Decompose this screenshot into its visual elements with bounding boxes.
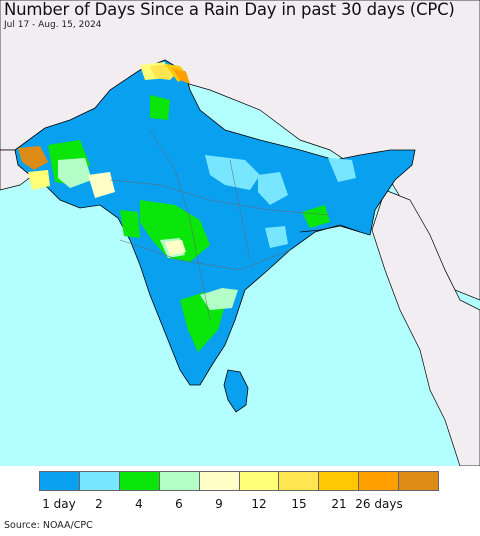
patch-4day-a — [140, 200, 210, 262]
patch-6day-a — [200, 288, 238, 310]
legend-swatch — [198, 472, 239, 490]
legend-tick-label: 26 days — [355, 497, 403, 511]
patch-9day-a — [88, 172, 115, 198]
admin-boundaries — [109, 129, 331, 321]
legend-swatch — [238, 472, 279, 490]
legend-swatch — [118, 472, 159, 490]
patch-4day-c — [302, 205, 330, 228]
coastline-accent — [299, 225, 361, 233]
legend-colorbar — [39, 471, 439, 491]
legend-swatch — [40, 472, 79, 490]
patch-26day — [172, 68, 190, 84]
map-title: Number of Days Since a Rain Day in past … — [4, 0, 455, 19]
source-credit: Source: NOAA/CPC — [4, 520, 93, 531]
patch-12day-a — [28, 170, 50, 190]
legend-ticks: 1 day 2 4 6 9 12 15 21 26 days — [0, 497, 480, 513]
map-svg — [0, 0, 480, 466]
map-panel — [0, 0, 480, 466]
patch-9day-b — [165, 240, 186, 256]
legend-tick-label: 2 — [95, 497, 103, 511]
legend-tick-label: 6 — [175, 497, 183, 511]
legend-swatch — [358, 472, 399, 490]
legend-tick-label: 9 — [215, 497, 223, 511]
land-outside-east — [371, 189, 480, 466]
legend-tick-label: 15 — [291, 497, 307, 511]
legend-swatch — [78, 472, 119, 490]
patch-over26day — [18, 146, 48, 170]
legend-tick-label: 21 — [331, 497, 347, 511]
legend-swatch — [398, 472, 439, 490]
legend-tick-label: 12 — [251, 497, 267, 511]
legend-swatch — [158, 472, 199, 490]
legend-tick-label: 4 — [135, 497, 143, 511]
patch-6day-c — [58, 158, 92, 188]
patch-2day-d — [265, 226, 288, 248]
map-subtitle: Jul 17 - Aug. 15, 2024 — [4, 20, 102, 30]
patch-2day-b — [258, 172, 288, 205]
patch-4day-f — [120, 210, 140, 238]
legend-swatch — [278, 472, 319, 490]
patch-2day-c — [328, 158, 356, 182]
legend-swatch — [318, 472, 359, 490]
patch-4day-e — [150, 95, 170, 120]
region-srilanka — [223, 369, 249, 413]
legend-tick-label: 1 day — [42, 497, 76, 511]
